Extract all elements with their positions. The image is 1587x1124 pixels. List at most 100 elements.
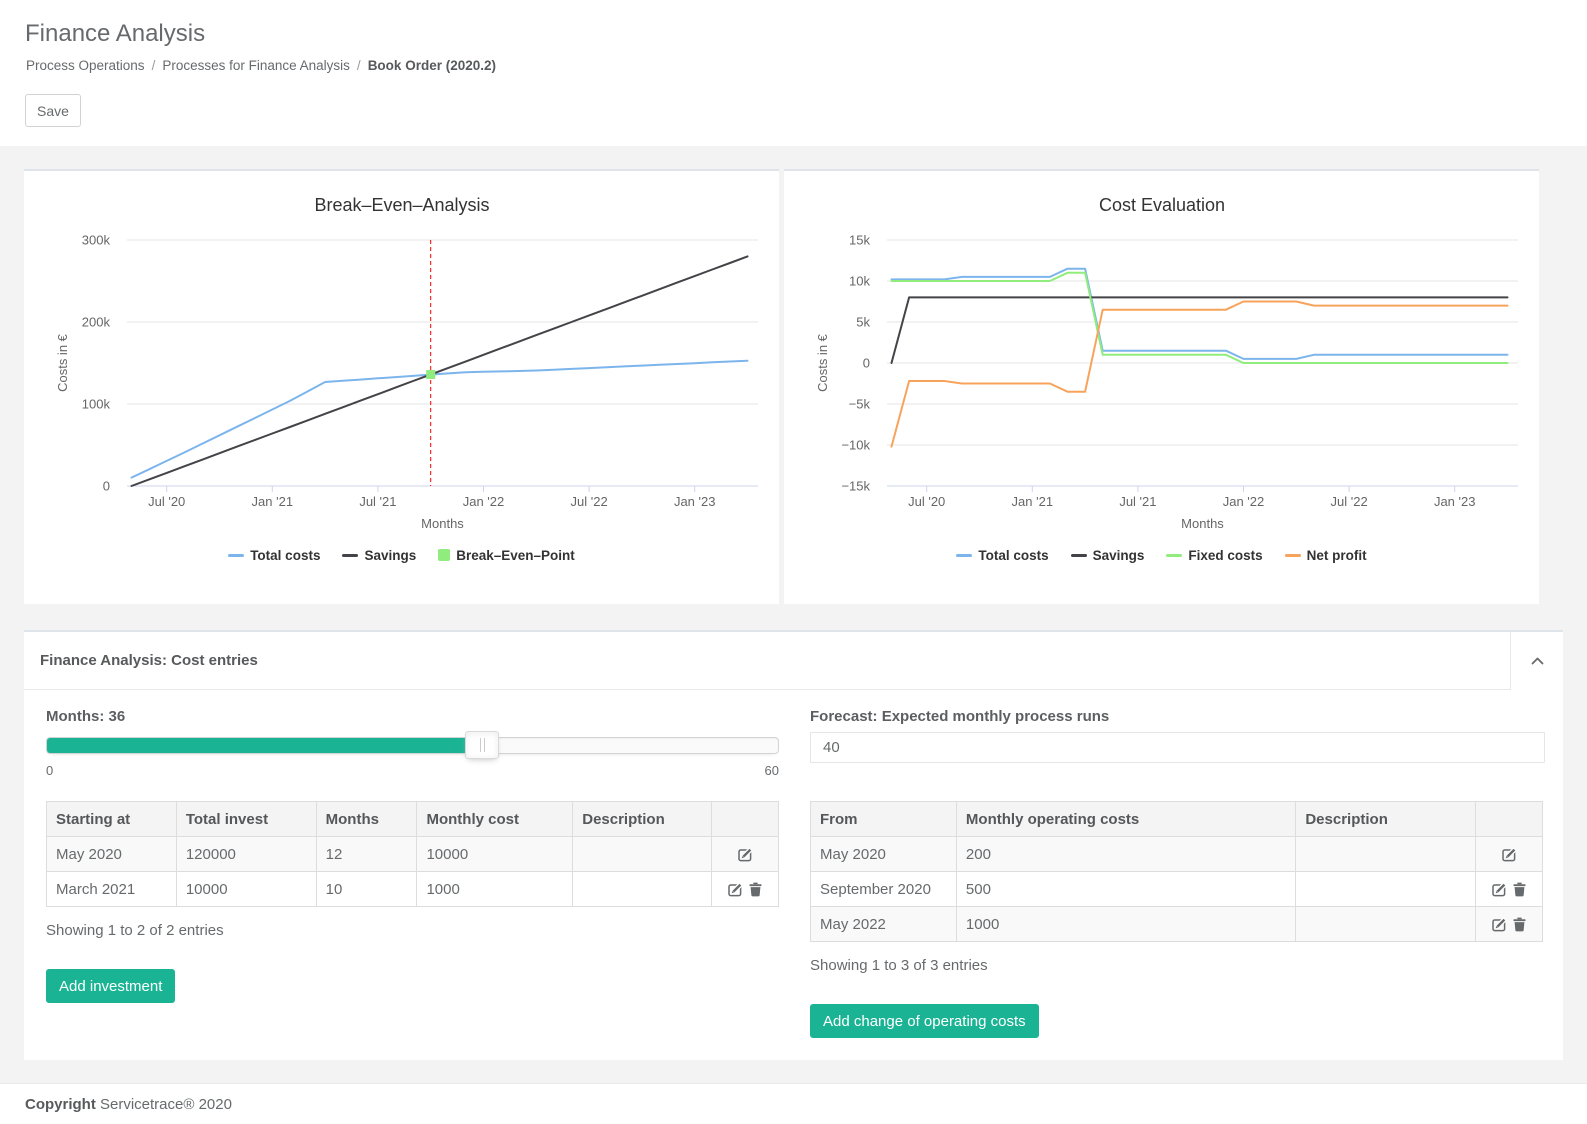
investments-column: Months: 36 0 60 Starting at Total invest M… bbox=[46, 691, 779, 1060]
cost-evaluation-chart-legend: Total costs Savings Fixed costs Net profit bbox=[784, 545, 1539, 565]
cost-entries-panel: Finance Analysis: Cost entries Months: 3… bbox=[24, 630, 1563, 1060]
legend-label: Savings bbox=[364, 547, 417, 563]
x-axis-label: Jul '20 bbox=[908, 494, 945, 509]
series-total-costs bbox=[130, 359, 749, 479]
series-total-costs bbox=[890, 267, 1509, 360]
table-cell: 120000 bbox=[175, 836, 317, 872]
y-axis-label: 100k bbox=[82, 397, 111, 412]
operating-costs-table: From Monthly operating costs Description Ma… bbox=[810, 801, 1543, 942]
legend-line-symbol bbox=[956, 553, 973, 557]
column-header: Months bbox=[315, 801, 418, 837]
legend-line-symbol bbox=[1166, 553, 1183, 557]
column-header: Total invest bbox=[175, 801, 317, 837]
legend-square-symbol bbox=[438, 549, 451, 561]
y-axis-label: −10k bbox=[841, 438, 870, 453]
add-investment-button[interactable]: Add investment bbox=[46, 969, 176, 1003]
y-axis-label: 200k bbox=[82, 315, 111, 330]
legend-label: Savings bbox=[1092, 547, 1145, 563]
months-slider-handle[interactable] bbox=[465, 731, 500, 759]
panel-title: Finance Analysis: Cost entries bbox=[40, 652, 258, 669]
edit-icon bbox=[1492, 882, 1507, 897]
table-cell-actions bbox=[1475, 906, 1543, 942]
table-cell: 200 bbox=[955, 836, 1297, 872]
table-cell-actions bbox=[711, 871, 779, 907]
months-slider-fill bbox=[47, 738, 483, 753]
trash-icon bbox=[1513, 917, 1526, 932]
legend-item[interactable]: Break–Even–Point bbox=[438, 548, 575, 563]
y-axis-title: Costs in € bbox=[55, 333, 70, 392]
breadcrumb-separator: / bbox=[151, 58, 156, 73]
break-even-chart-legend: Total costs Savings Break–Even–Point bbox=[24, 545, 779, 565]
legend-item[interactable]: Total costs bbox=[956, 548, 1049, 563]
legend-item[interactable]: Fixed costs bbox=[1166, 547, 1263, 563]
x-axis-label: Jul '22 bbox=[1331, 494, 1368, 509]
table-cell: May 2022 bbox=[810, 906, 957, 942]
x-axis-label: Jan '22 bbox=[463, 494, 505, 509]
column-header: Description bbox=[1295, 801, 1477, 837]
x-axis-label: Jul '21 bbox=[359, 494, 396, 509]
legend-item[interactable]: Net profit bbox=[1284, 547, 1367, 563]
x-axis-label: Jan '23 bbox=[674, 494, 716, 509]
legend-item[interactable]: Total costs bbox=[228, 548, 320, 563]
table-cell bbox=[1295, 836, 1477, 872]
table-cell: 500 bbox=[955, 871, 1297, 907]
collapse-button[interactable] bbox=[1510, 632, 1563, 690]
x-axis-label: Jul '21 bbox=[1119, 494, 1156, 509]
breadcrumb-item-active: Book Order (2020.2) bbox=[367, 58, 496, 73]
table-cell-actions bbox=[1475, 836, 1543, 872]
edit-icon bbox=[728, 882, 743, 897]
legend-label: Fixed costs bbox=[1188, 547, 1263, 563]
y-axis-label: 10k bbox=[849, 274, 870, 289]
table-cell: September 2020 bbox=[810, 871, 957, 907]
edit-icon bbox=[1492, 917, 1507, 932]
delete-action-button[interactable] bbox=[1510, 882, 1529, 897]
table-cell: 1000 bbox=[416, 871, 574, 907]
operating-costs-column: Forecast: Expected monthly process runs … bbox=[810, 691, 1545, 1060]
break-even-point-marker bbox=[426, 369, 436, 379]
edit-action-button[interactable] bbox=[735, 847, 756, 862]
table-cell bbox=[572, 871, 713, 907]
content-wrapper: Jul '20 Jan '21 Jul '21 Jan '22 Jul '22 Jan '… bbox=[0, 146, 1587, 1083]
add-operating-cost-button[interactable]: Add change of operating costs bbox=[810, 1004, 1039, 1038]
panel-body: Months: 36 0 60 Starting at Total invest M… bbox=[24, 691, 1563, 1060]
chart-title: Break–Even–Analysis bbox=[314, 195, 489, 215]
edit-action-button[interactable] bbox=[725, 882, 746, 897]
y-axis-label: −15k bbox=[841, 479, 870, 494]
edit-action-button[interactable] bbox=[1489, 882, 1510, 897]
months-slider[interactable] bbox=[46, 731, 779, 759]
table-cell: 10000 bbox=[175, 871, 317, 907]
x-axis-label: Jan '22 bbox=[1223, 494, 1265, 509]
column-header: Monthly cost bbox=[416, 801, 574, 837]
legend-line-symbol bbox=[1070, 553, 1087, 557]
table-cell-actions bbox=[1475, 871, 1543, 907]
delete-action-button[interactable] bbox=[1510, 917, 1529, 932]
column-header: Monthly operating costs bbox=[955, 801, 1297, 837]
panel-header: Finance Analysis: Cost entries bbox=[24, 632, 1563, 690]
table-row: September 2020 500 bbox=[810, 871, 1543, 907]
save-button[interactable]: Save bbox=[25, 94, 81, 127]
x-axis-title: Months bbox=[1181, 516, 1224, 531]
edit-icon bbox=[737, 847, 753, 862]
series-fixed-costs bbox=[890, 271, 1509, 364]
legend-item[interactable]: Savings bbox=[342, 548, 416, 563]
y-axis-label: 15k bbox=[849, 233, 870, 248]
legend-label: Net profit bbox=[1306, 547, 1367, 563]
edit-action-button[interactable] bbox=[1489, 917, 1510, 932]
edit-action-button[interactable] bbox=[1499, 847, 1520, 862]
table-header-row: Starting at Total invest Months Monthly cos… bbox=[46, 801, 779, 837]
legend-line-symbol bbox=[228, 553, 245, 557]
x-axis-label: Jan '21 bbox=[252, 494, 294, 509]
delete-action-button[interactable] bbox=[746, 882, 765, 897]
slider-min-label: 0 bbox=[46, 763, 54, 778]
breadcrumb: Process Operations / Processes for Finance… bbox=[26, 58, 496, 73]
y-axis-title: Costs in € bbox=[815, 333, 830, 392]
x-axis-label: Jul '20 bbox=[148, 494, 185, 509]
table-row: May 2020 120000 12 10000 bbox=[46, 836, 779, 872]
edit-icon bbox=[1501, 847, 1517, 862]
table-cell: May 2020 bbox=[46, 836, 177, 872]
table-cell: 1000 bbox=[955, 906, 1297, 942]
legend-item[interactable]: Savings bbox=[1070, 547, 1145, 563]
breadcrumb-item[interactable]: Processes for Finance Analysis bbox=[162, 58, 350, 73]
breadcrumb-item[interactable]: Process Operations bbox=[26, 58, 145, 73]
forecast-input[interactable] bbox=[810, 732, 1545, 763]
